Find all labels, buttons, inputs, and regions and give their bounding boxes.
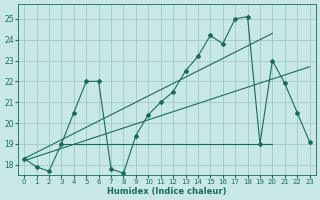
X-axis label: Humidex (Indice chaleur): Humidex (Indice chaleur): [107, 187, 227, 196]
